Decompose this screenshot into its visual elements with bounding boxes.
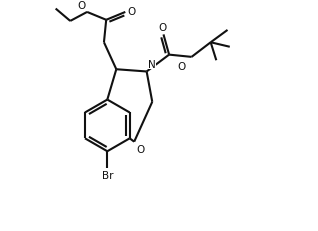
Text: N: N xyxy=(148,60,156,70)
Text: O: O xyxy=(128,7,136,17)
Text: O: O xyxy=(78,1,86,11)
Text: O: O xyxy=(158,23,167,33)
Text: O: O xyxy=(177,62,186,72)
Text: Br: Br xyxy=(101,170,113,180)
Text: O: O xyxy=(136,144,145,154)
